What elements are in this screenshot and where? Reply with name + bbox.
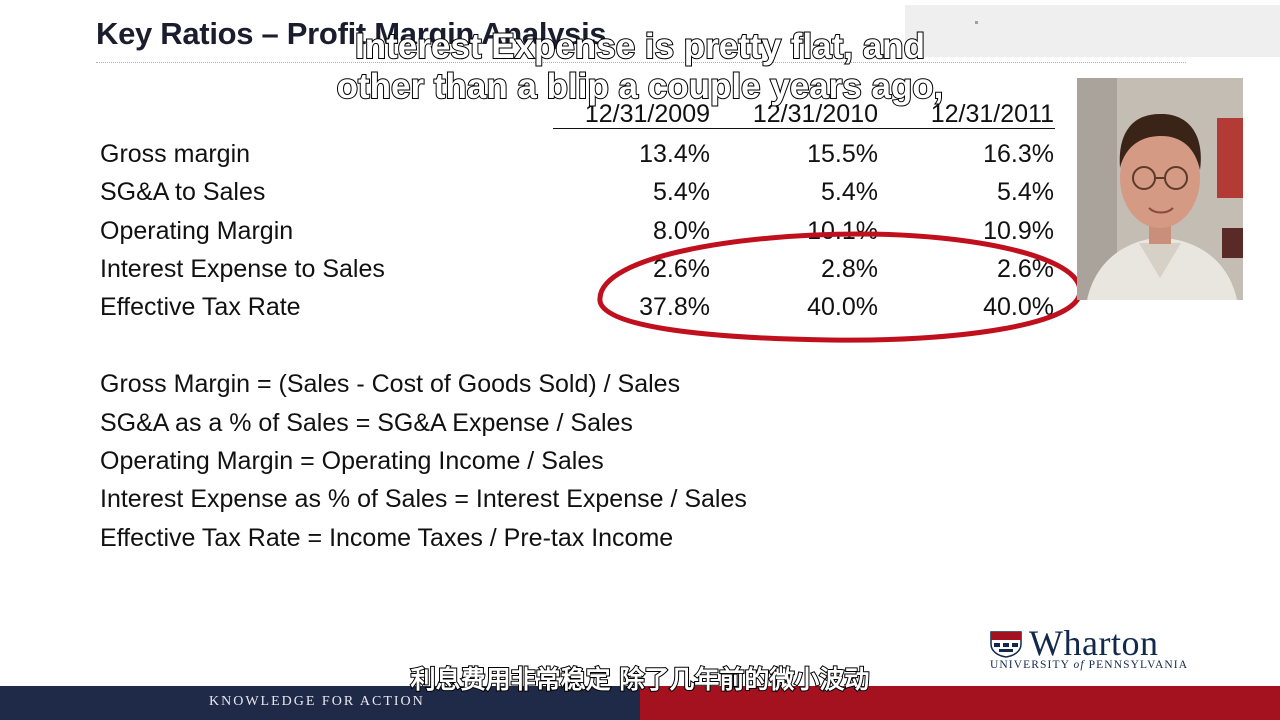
logo-sub-part1: UNIVERSITY (990, 659, 1074, 671)
cell-operating-margin-2011: 10.9% (983, 217, 1054, 245)
chinese-caption: 利息费用非常稳定 除了几年前的微小波动 (410, 664, 871, 695)
cell-tax-2011: 40.0% (983, 293, 1054, 321)
logo-sub-part2: PENNSYLVANIA (1084, 659, 1189, 671)
english-caption-line1: Interest Expense is pretty flat, and (354, 26, 926, 67)
footer-red-bar (640, 686, 1280, 720)
row-label-operating-margin: Operating Margin (100, 217, 294, 245)
highlight-ellipse (597, 231, 1083, 343)
banner-dot (975, 21, 978, 24)
cell-sga-2009: 5.4% (653, 178, 710, 206)
presenter-portrait (1077, 78, 1243, 300)
formula-interest-expense: Interest Expense as % of Sales = Interes… (100, 485, 747, 513)
formula-gross-margin: Gross Margin = (Sales - Cost of Goods So… (100, 370, 681, 398)
header-underline (553, 128, 1055, 129)
footer-tagline: KNOWLEDGE FOR ACTION (209, 694, 425, 709)
cell-interest-2010: 2.8% (821, 255, 878, 283)
cell-gross-margin-2011: 16.3% (983, 140, 1054, 168)
footer-navy-bar (0, 686, 640, 720)
logo-wordmark: Wharton (1029, 623, 1159, 663)
row-label-interest-expense: Interest Expense to Sales (100, 255, 385, 283)
logo-subtitle: UNIVERSITY of PENNSYLVANIA (990, 659, 1188, 671)
top-banner (905, 5, 1280, 57)
cell-gross-margin-2010: 15.5% (807, 140, 878, 168)
row-label-sga-to-sales: SG&A to Sales (100, 178, 266, 206)
english-caption-line2: other than a blip a couple years ago, (336, 66, 945, 107)
column-header-2009: 12/31/2009 (584, 100, 710, 128)
column-header-2010: 12/31/2010 (752, 100, 878, 128)
shield-icon (990, 631, 1022, 658)
row-label-gross-margin: Gross margin (100, 140, 251, 168)
formula-sga: SG&A as a % of Sales = SG&A Expense / Sa… (100, 409, 633, 437)
wharton-logo: Wharton UNIVERSITY of PENNSYLVANIA (989, 623, 1189, 672)
cell-tax-2010: 40.0% (807, 293, 878, 321)
formula-effective-tax-rate: Effective Tax Rate = Income Taxes / Pre-… (100, 524, 674, 552)
column-header-2011: 12/31/2011 (930, 100, 1054, 128)
formula-operating-margin: Operating Margin = Operating Income / Sa… (100, 447, 604, 475)
cell-sga-2011: 5.4% (997, 178, 1054, 206)
cell-operating-margin-2009: 8.0% (653, 217, 710, 245)
cell-interest-2009: 2.6% (653, 255, 710, 283)
slide-title: Key Ratios – Profit Margin Analysis (96, 16, 607, 51)
title-divider (96, 62, 1186, 63)
cell-tax-2009: 37.8% (639, 293, 710, 321)
cell-sga-2010: 5.4% (821, 178, 878, 206)
row-label-effective-tax-rate: Effective Tax Rate (100, 293, 301, 321)
logo-sub-of: of (1073, 659, 1085, 671)
cell-operating-margin-2010: 10.1% (807, 217, 878, 245)
presenter-webcam (1077, 78, 1243, 300)
cell-gross-margin-2009: 13.4% (639, 140, 710, 168)
